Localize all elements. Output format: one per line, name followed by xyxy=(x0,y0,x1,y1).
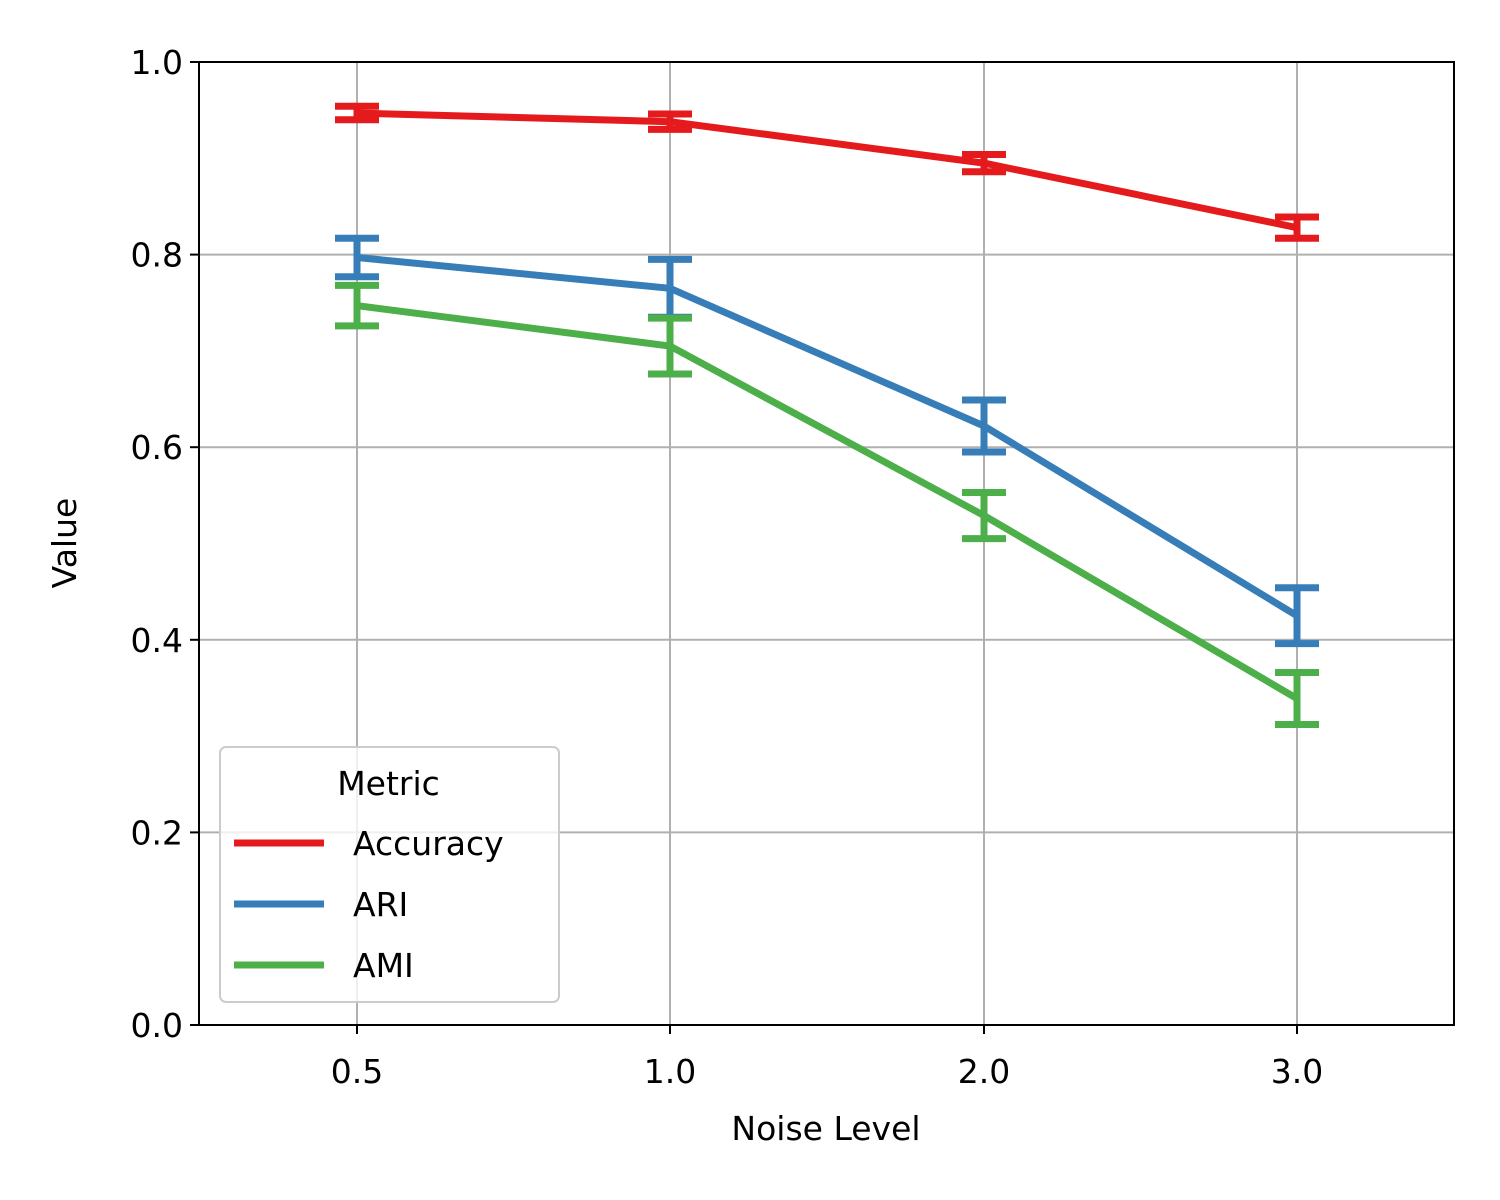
series-line xyxy=(356,254,1299,619)
data-point xyxy=(354,302,360,309)
y-tick-label: 0.2 xyxy=(131,813,183,852)
y-tick-label: 0.4 xyxy=(131,621,183,660)
y-axis-label: Value xyxy=(45,498,84,589)
x-axis-label: Noise Level xyxy=(731,1109,920,1148)
y-tick-label: 1.0 xyxy=(131,43,183,82)
series-line xyxy=(356,302,1299,702)
legend-item-ari: ARI xyxy=(234,885,408,924)
y-tick-label: 0.0 xyxy=(131,1006,183,1045)
data-point xyxy=(354,110,360,117)
series-ari xyxy=(335,234,1319,648)
error-bar xyxy=(962,488,1006,543)
y-tick-label: 0.6 xyxy=(131,428,183,467)
data-point xyxy=(1294,224,1300,231)
data-point xyxy=(1294,612,1300,619)
data-point xyxy=(1294,695,1300,702)
legend-label: AMI xyxy=(353,946,414,985)
error-bar xyxy=(335,102,379,124)
data-point xyxy=(981,512,987,519)
series-layer xyxy=(335,102,1319,729)
error-bar xyxy=(1275,213,1319,242)
legend-item-ami: AMI xyxy=(234,946,414,985)
x-tick-label: 3.0 xyxy=(1271,1052,1323,1091)
legend-label: ARI xyxy=(353,885,408,924)
data-point xyxy=(667,343,673,350)
data-point xyxy=(981,423,987,430)
x-tick-label: 2.0 xyxy=(958,1052,1010,1091)
legend-marker xyxy=(276,901,282,907)
legend-box xyxy=(219,746,560,1003)
legend-title: Metric xyxy=(337,764,440,803)
data-point xyxy=(667,118,673,125)
legend-label: Accuracy xyxy=(353,824,504,863)
x-tick-label: 1.0 xyxy=(644,1052,696,1091)
legend-marker xyxy=(276,840,282,846)
data-point xyxy=(667,285,673,292)
error-bar xyxy=(962,150,1006,176)
series-line xyxy=(356,109,1298,232)
legend-marker xyxy=(276,962,282,968)
legend-item-accuracy: Accuracy xyxy=(234,824,504,863)
error-bar xyxy=(1275,669,1319,729)
data-point xyxy=(981,160,987,167)
data-point xyxy=(354,254,360,261)
x-tick-label: 0.5 xyxy=(331,1052,383,1091)
error-bar xyxy=(962,396,1006,456)
error-bar xyxy=(1275,584,1319,648)
error-bar xyxy=(335,281,379,330)
error-bar xyxy=(648,314,692,378)
legend: Metric Accuracy ARI AMI xyxy=(219,746,560,1003)
series-accuracy xyxy=(335,102,1319,242)
error-bar xyxy=(648,110,692,133)
axis-ticks: 0.0 0.2 0.4 0.6 0.8 1.0 0.5 1.0 2.0 3.0 xyxy=(131,43,1324,1091)
y-tick-label: 0.8 xyxy=(131,236,183,275)
series-ami xyxy=(335,281,1319,729)
plot-frame xyxy=(198,61,1455,1026)
error-bar xyxy=(335,234,379,281)
